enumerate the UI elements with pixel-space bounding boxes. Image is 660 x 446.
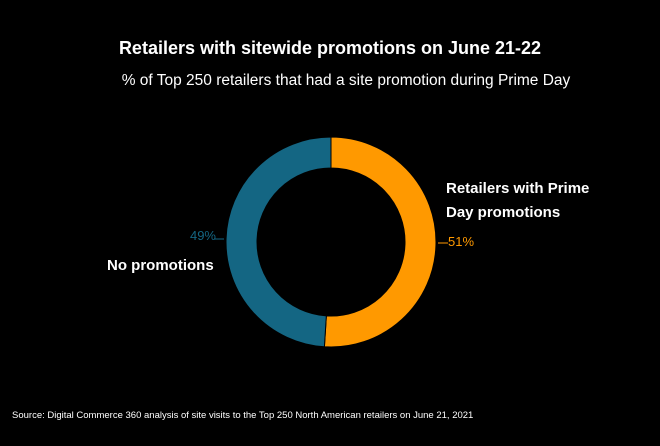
donut-slice-1: [225, 136, 332, 348]
source-note: Source: Digital Commerce 360 analysis of…: [12, 410, 474, 421]
slice-category-label-0-line-1: Day promotions: [446, 204, 560, 221]
slice-value-label-1: 49%: [190, 228, 216, 243]
slice-category-label-1-line-0: No promotions: [107, 257, 214, 274]
slice-value-label-0: 51%: [448, 234, 474, 249]
donut-slice-0: [323, 136, 437, 348]
chart-subtitle: % of Top 250 retailers that had a site p…: [121, 72, 571, 89]
slice-category-label-0-line-0: Retailers with Prime: [446, 180, 589, 197]
chart-title: Retailers with sitewide promotions on Ju…: [118, 38, 542, 58]
